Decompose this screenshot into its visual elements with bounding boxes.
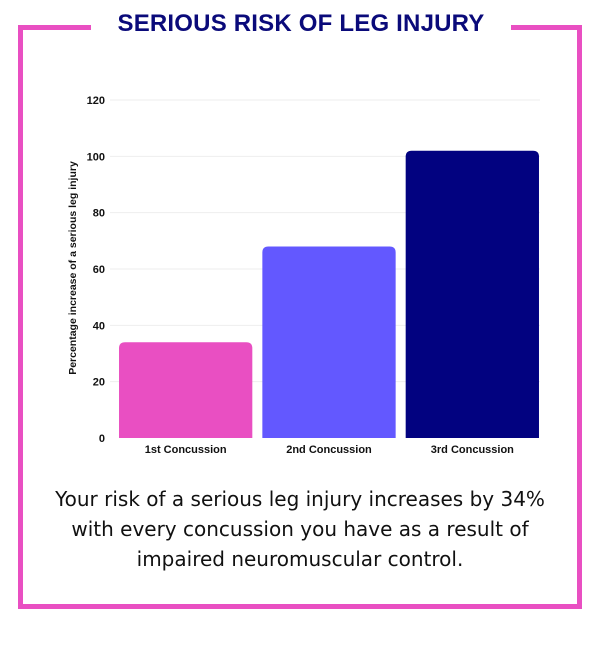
- y-axis-label: Percentage increase of a serious leg inj…: [67, 161, 79, 375]
- bar-3: [405, 150, 539, 438]
- x-category-label: 2nd Concussion: [286, 444, 372, 456]
- y-tick-label: 40: [93, 320, 105, 332]
- x-category-label: 3rd Concussion: [431, 444, 514, 456]
- y-tick-label: 100: [87, 151, 105, 163]
- x-category-label: 1st Concussion: [145, 444, 227, 456]
- chart-title: SERIOUS RISK OF LEG INJURY: [91, 8, 511, 42]
- y-tick-label: 20: [93, 377, 105, 389]
- bar-chart: 0 20 40 60 80 100 120 1st Concussion 2nd Concus…: [67, 95, 540, 456]
- bar-2: [262, 246, 396, 438]
- y-tick-label: 60: [93, 264, 105, 276]
- y-tick-labels: 0 20 40 60 80 100 120: [87, 95, 105, 445]
- description-text: Your risk of a serious leg injury increa…: [55, 487, 545, 571]
- y-tick-label: 120: [87, 95, 105, 107]
- bar-1: [119, 342, 253, 438]
- bars: [119, 150, 539, 438]
- y-tick-label: 80: [93, 208, 105, 220]
- x-category-labels: 1st Concussion 2nd Concussion 3rd Concussi…: [145, 444, 514, 456]
- y-tick-label: 0: [99, 433, 105, 445]
